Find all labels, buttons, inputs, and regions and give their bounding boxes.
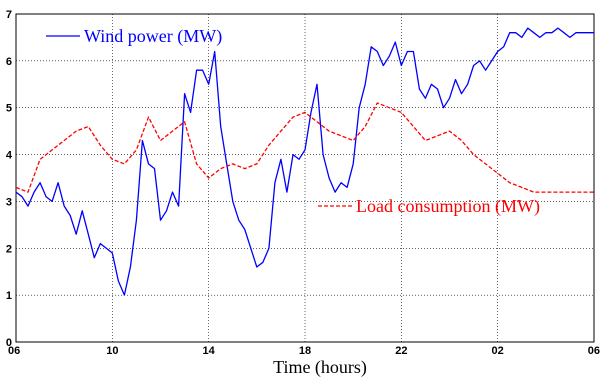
x-tick-label: 02: [492, 345, 504, 357]
legend-load: Load consumption (MW): [318, 196, 540, 217]
plot-area: [15, 13, 595, 343]
x-tick-label: 06: [8, 345, 20, 357]
x-tick-label: 06: [588, 345, 600, 357]
y-tick-label: 4: [6, 150, 13, 162]
x-tick-label: 18: [299, 345, 311, 357]
grid: [16, 14, 594, 342]
series-line-wind-power: [15, 27, 594, 296]
y-tick-label: 1: [6, 290, 12, 302]
y-tick-label: 2: [6, 243, 12, 255]
series-line-load-consumption: [15, 102, 594, 193]
x-tick-label: 14: [203, 345, 216, 357]
x-tick-label: 22: [395, 345, 407, 357]
y-tick-label: 0: [6, 337, 12, 349]
y-tick-label: 7: [6, 9, 12, 21]
y-tick-label: 3: [6, 196, 12, 208]
y-tick-label: 5: [6, 103, 12, 115]
legend-load-label: Load consumption (MW): [356, 196, 540, 217]
x-axis-title: Time (hours): [273, 357, 367, 378]
series-layer: [15, 27, 594, 296]
legend-wind: Wind power (MW): [46, 26, 222, 47]
y-tick-label: 6: [6, 56, 12, 68]
x-tick-label: 10: [106, 345, 118, 357]
legend-wind-label: Wind power (MW): [84, 26, 222, 47]
